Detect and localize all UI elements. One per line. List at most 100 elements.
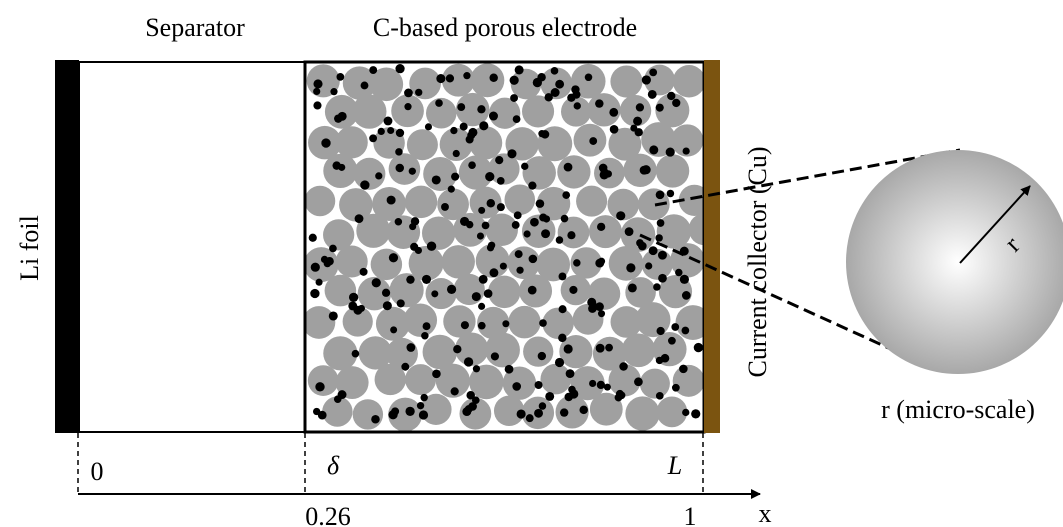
binder-dot [538, 130, 546, 138]
binder-dot [596, 380, 605, 390]
binder-dot [550, 67, 559, 75]
binder-dot [521, 162, 529, 170]
binder-dot [559, 408, 569, 417]
binder-dot [514, 65, 524, 75]
binder-dot [472, 365, 481, 373]
graphite-particle [672, 364, 704, 397]
binder-dot [357, 304, 365, 312]
binder-dot [315, 382, 325, 392]
binder-dot [313, 87, 321, 96]
binder-dot [478, 302, 486, 310]
graphite-particle [352, 94, 387, 129]
binder-dot [431, 175, 441, 185]
binder-dot [348, 292, 359, 302]
binder-dot [496, 177, 505, 185]
separator-box [78, 61, 306, 433]
binder-dot [550, 88, 560, 97]
delta-value: 0.26 [305, 502, 351, 527]
binder-dot [471, 396, 480, 405]
graphite-particle [672, 65, 704, 98]
graphite-particle [570, 247, 602, 279]
binder-dot [446, 284, 457, 295]
graphite-particle [559, 335, 593, 369]
binder-dot [388, 410, 398, 420]
graphite-particle [441, 63, 475, 97]
binder-dot [371, 414, 380, 424]
binder-dot [595, 99, 604, 108]
graphite-particle [405, 364, 437, 396]
binder-dot [371, 278, 381, 288]
graphite-particle [522, 156, 556, 190]
binder-dot [354, 214, 364, 224]
graphite-particle [388, 397, 423, 431]
graphite-particle [404, 185, 438, 219]
binder-dot [489, 73, 498, 82]
binder-dot [563, 162, 573, 172]
graphite-particle [403, 303, 438, 337]
binder-dot [463, 72, 471, 80]
binder-dot [635, 103, 645, 112]
binder-dot [338, 163, 346, 171]
binder-dot [465, 220, 474, 229]
graphite-particle [619, 95, 652, 127]
binder-dot [466, 391, 475, 400]
graphite-particle [469, 364, 504, 400]
binder-dot [672, 98, 681, 108]
binder-dot [589, 379, 597, 388]
binder-dot [408, 167, 416, 175]
binder-dot [490, 352, 499, 361]
binder-dot [595, 302, 604, 311]
graphite-particle [342, 306, 373, 337]
graphite-particle [358, 336, 393, 370]
binder-dot [359, 267, 368, 276]
binder-dot [657, 250, 667, 260]
graphite-particle [656, 396, 688, 428]
binder-dot [554, 357, 565, 368]
binder-dot [527, 285, 537, 295]
binder-dot [406, 275, 415, 284]
binder-dot [509, 75, 519, 85]
graphite-particle [507, 246, 541, 280]
binder-dot [603, 383, 611, 391]
binder-dot [447, 185, 455, 193]
binder-dot [457, 103, 466, 112]
binder-dot [597, 222, 606, 231]
graphite-particle [608, 245, 644, 281]
graphite-particle [523, 336, 554, 367]
graphite-particle [342, 66, 377, 100]
binder-dot [616, 211, 626, 221]
binder-dot [682, 147, 690, 155]
binder-dot [406, 343, 416, 352]
graphite-particle [356, 213, 391, 248]
graphite-particle [425, 97, 457, 129]
binder-dot [502, 320, 510, 328]
binder-dot [507, 149, 517, 159]
binder-dot [538, 402, 547, 410]
graphite-particle [353, 157, 386, 190]
binder-dot [510, 94, 519, 102]
graphite-particle [570, 366, 605, 401]
graphite-particle [470, 63, 505, 98]
binder-dot [395, 163, 405, 173]
binder-dot [381, 288, 391, 297]
graphite-particle [421, 216, 456, 250]
micro-scale-label: r (micro-scale) [881, 395, 1035, 424]
binder-dot [655, 391, 664, 400]
graphite-particle [477, 306, 510, 340]
binder-dot [486, 244, 495, 252]
graphite-particle [608, 364, 641, 397]
graphite-particle [671, 124, 704, 157]
binder-dot [558, 272, 567, 281]
guides [77, 433, 704, 494]
binder-dot [315, 278, 323, 286]
binder-dot [516, 266, 524, 274]
graphite-particle [453, 212, 488, 247]
binder-dot [658, 273, 667, 283]
binder-dot [600, 167, 609, 176]
graphite-particle [455, 92, 490, 127]
binder-dot [681, 291, 691, 300]
graphite-particle [542, 307, 574, 340]
binder-dot [675, 268, 683, 277]
graphite-particle [608, 127, 642, 161]
